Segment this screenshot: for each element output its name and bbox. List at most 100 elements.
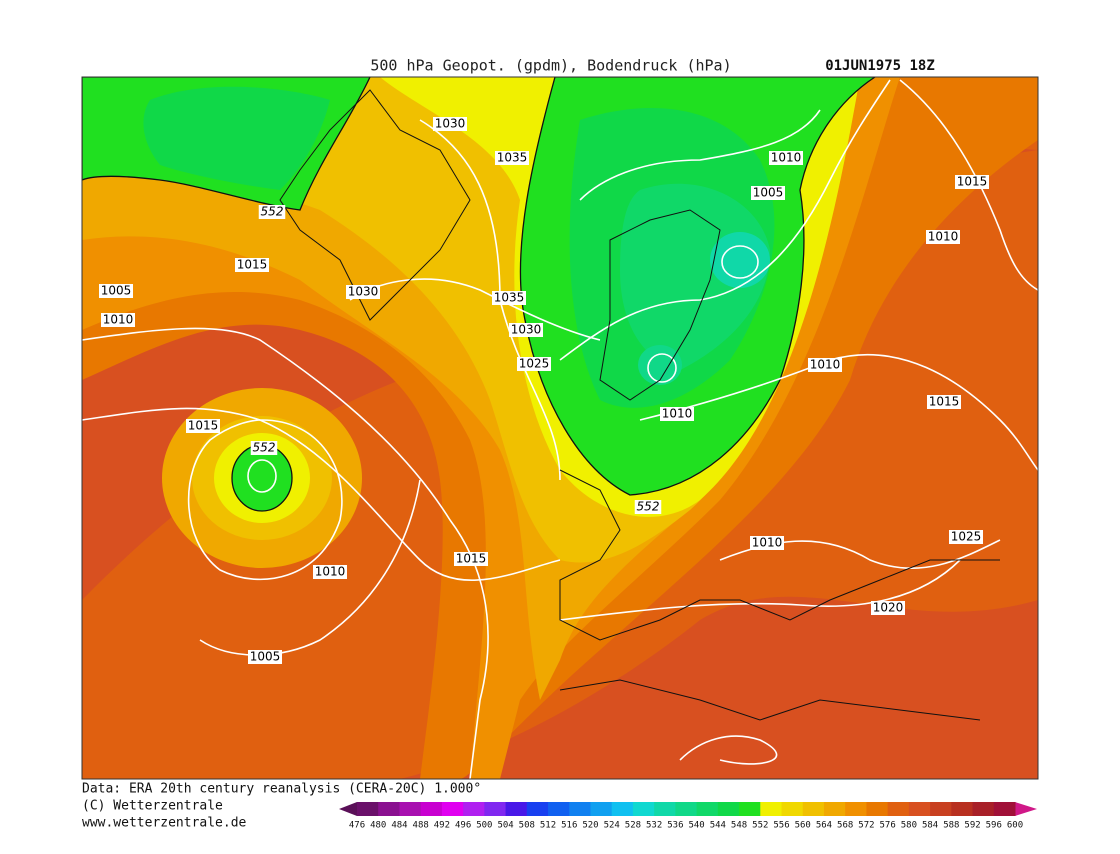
contour-label-box: [927, 395, 961, 409]
colorbar-band: [463, 802, 485, 816]
contour-label: 552: [253, 441, 276, 455]
colorbar-label: 600: [1007, 821, 1023, 831]
colorbar-band: [887, 802, 910, 816]
contour-label-box: [99, 284, 133, 298]
contour-label: 1030: [348, 285, 379, 299]
contour-label: 1010: [103, 313, 134, 327]
contour-label-box: [871, 601, 905, 615]
contour-label-box: [634, 500, 662, 514]
colorbar-label: 592: [964, 821, 980, 831]
colorbar-band: [993, 802, 1016, 816]
colorbar-band: [441, 802, 464, 816]
colorbar-over: [1015, 802, 1037, 816]
contour-label-box: [186, 419, 220, 433]
contour-label-box: [433, 117, 467, 131]
contour-label-box: [495, 151, 529, 165]
colorbar-band: [781, 802, 804, 816]
contour-label-box: [955, 175, 989, 189]
contour-label-box: [454, 552, 488, 566]
colorbar-label: 500: [476, 821, 492, 831]
colorbar-label: 564: [816, 821, 832, 831]
contour-label: 1005: [101, 284, 132, 298]
colorbar-label: 532: [646, 821, 662, 831]
map-title: 500 hPa Geopot. (gpdm), Bodendruck (hPa): [370, 57, 731, 75]
colorbar-band: [951, 802, 974, 816]
colorbar-label: 504: [497, 821, 513, 831]
contour-label-box: [808, 358, 842, 372]
colorbar-band: [569, 802, 591, 816]
colorbar-label: 568: [837, 821, 853, 831]
colorbar-label: 548: [731, 821, 747, 831]
contour-label: 1015: [237, 258, 268, 272]
colorbar-label: 520: [582, 821, 598, 831]
colorbar-label: 552: [752, 821, 768, 831]
contour-label-box: [660, 407, 694, 421]
colorbar-band: [357, 802, 379, 816]
colorbar-band: [484, 802, 507, 816]
colorbar-label: 576: [880, 821, 896, 831]
colorbar-label: 572: [858, 821, 874, 831]
contour-label-box: [313, 565, 347, 579]
colorbar-label: 540: [688, 821, 704, 831]
colorbar-label: 536: [667, 821, 683, 831]
map-date: 01JUN1975 18Z: [825, 58, 935, 74]
contour-label: 1010: [771, 151, 802, 165]
contour-label-box: [101, 313, 135, 327]
contour-label: 1015: [456, 552, 487, 566]
contour-label-box: [248, 650, 282, 664]
colorbar-band: [611, 802, 634, 816]
colorbar-label: 544: [710, 821, 726, 831]
contour-label: 1015: [929, 395, 960, 409]
colorbar-band: [526, 802, 549, 816]
colorbar-label: 488: [413, 821, 429, 831]
contour-label-box: [751, 186, 785, 200]
colorbar-band: [675, 802, 698, 816]
colorbar-band: [590, 802, 613, 816]
colorbar-band: [739, 802, 761, 816]
colorbar-label: 556: [773, 821, 789, 831]
contour-label-box: [926, 230, 960, 244]
map-frame: [81, 76, 1039, 780]
colorbar-band: [845, 802, 867, 816]
colorbar-label: 580: [901, 821, 917, 831]
contour-label-box: [769, 151, 803, 165]
contour-label-box: [235, 258, 269, 272]
colorbar-band: [399, 802, 422, 816]
map-field: [82, 77, 1038, 779]
colorbar-band: [908, 802, 931, 816]
colorbar-band: [802, 802, 825, 816]
colorbar-band: [866, 802, 889, 816]
colorbar-band: [505, 802, 528, 816]
colorbar-band: [548, 802, 570, 816]
colorbar-band: [823, 802, 846, 816]
contour-label: 1035: [497, 151, 528, 165]
contour-label-box: [750, 536, 784, 550]
contour-label: 1025: [951, 530, 982, 544]
contour-label-box: [250, 441, 278, 455]
colorbar-band: [760, 802, 783, 816]
contour-label: 1020: [873, 601, 904, 615]
contour-label: 1010: [928, 230, 959, 244]
colorbar-label: 596: [986, 821, 1002, 831]
contour-label: 1025: [519, 357, 550, 371]
contour-label: 1010: [752, 536, 783, 550]
colorbar-label: 516: [561, 821, 577, 831]
contour-label-box: [258, 205, 286, 219]
contour-label: 1035: [494, 291, 525, 305]
colorbar-band: [930, 802, 952, 816]
contour-label: 552: [637, 500, 660, 514]
contour-label: 1010: [662, 407, 693, 421]
footer-source: Data: ERA 20th century reanalysis (CERA-…: [82, 782, 481, 797]
contour-label: 1010: [810, 358, 841, 372]
colorbar-band: [972, 802, 995, 816]
colorbar-band: [420, 802, 443, 816]
colorbar-band: [632, 802, 655, 816]
colorbar-label: 480: [370, 821, 386, 831]
colorbar-under: [339, 802, 357, 816]
colorbar-label: 484: [391, 821, 407, 831]
footer-copyright: (C) Wetterzentrale: [82, 799, 223, 814]
colorbar-label: 476: [349, 821, 365, 831]
contour-label-box: [949, 530, 983, 544]
contour-label-box: [346, 285, 380, 299]
contour-label: 1015: [188, 419, 219, 433]
